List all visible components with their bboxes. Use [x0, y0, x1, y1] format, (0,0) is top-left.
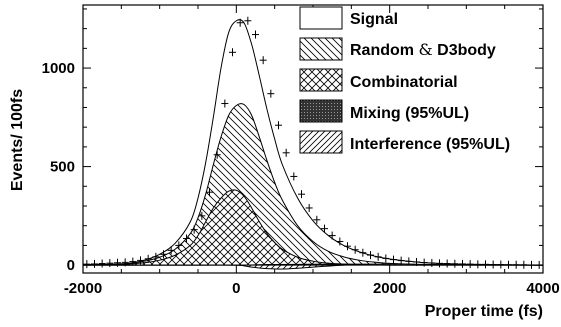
plot-data-points [83, 16, 543, 269]
data-point [129, 257, 137, 266]
data-point [420, 258, 428, 267]
legend: Signal Random & D3body Combinatorial Mix… [299, 6, 510, 154]
data-point [91, 259, 98, 268]
x-axis-ticks: -2000 0 2000 4000 [64, 5, 560, 297]
area-combinatorial [83, 189, 543, 266]
y-tick-label: 1000 [42, 60, 75, 77]
x-tick-label: 0 [232, 280, 240, 297]
data-point [114, 258, 121, 267]
data-point [98, 259, 106, 268]
data-point [474, 260, 482, 269]
y-tick-label: 0 [67, 257, 75, 274]
curve-signal [83, 19, 543, 266]
data-point [206, 188, 213, 197]
data-point [252, 30, 259, 39]
data-point [244, 16, 252, 25]
data-point [144, 254, 152, 263]
data-point [390, 255, 397, 264]
data-point [459, 259, 466, 268]
data-point [198, 211, 206, 220]
legend-label-signal: Signal [350, 11, 398, 28]
data-point [290, 172, 298, 181]
data-point [336, 237, 344, 246]
data-point [221, 99, 229, 108]
data-point [183, 234, 190, 243]
legend-label-combinatorial: Combinatorial [350, 74, 458, 91]
legend-label-d3body: D3body [437, 42, 496, 59]
data-point [106, 259, 114, 268]
data-point [489, 260, 497, 269]
y-axis-ticks: 0 500 1000 [42, 8, 543, 274]
data-point [321, 224, 328, 233]
legend-label-mixing: Mixing (95%UL) [350, 105, 469, 122]
legend-label-interference: Interference (95%UL) [350, 136, 510, 153]
data-point [121, 258, 129, 267]
data-point [520, 260, 528, 269]
legend-swatch-signal [299, 6, 343, 30]
data-point [505, 260, 512, 269]
data-point [328, 231, 336, 240]
data-point [413, 257, 420, 266]
data-point [267, 89, 275, 98]
curve-random-d3body [83, 103, 543, 266]
area-signal [83, 19, 543, 266]
data-point [344, 242, 351, 251]
x-tick-label: 2000 [373, 280, 406, 297]
legend-label-random-d3body: Random & D3body [350, 40, 496, 59]
data-point [152, 252, 160, 261]
x-tick-label: 4000 [526, 280, 559, 297]
x-axis-title: Proper time (fs) [425, 303, 543, 320]
y-tick-label: 500 [50, 159, 75, 176]
data-point [83, 260, 91, 269]
data-point [305, 203, 313, 212]
data-point [167, 246, 175, 255]
data-point [236, 18, 244, 27]
data-point [298, 190, 305, 199]
data-point [359, 248, 367, 257]
data-point [497, 260, 505, 269]
x-tick-label: -2000 [64, 280, 102, 297]
data-point [160, 250, 167, 259]
data-point [451, 259, 459, 268]
data-point [428, 258, 436, 267]
y-axis-title: Events/ 100fs [9, 89, 26, 191]
data-point [436, 259, 443, 268]
data-point [351, 245, 359, 254]
data-point [405, 257, 413, 266]
data-point [213, 150, 221, 159]
data-point [190, 225, 198, 234]
legend-label-amp: & [418, 40, 432, 59]
data-point [313, 215, 321, 224]
data-point [382, 254, 390, 263]
data-point [482, 260, 489, 269]
area-random-d3body [83, 103, 543, 266]
legend-swatch-random-d3body [299, 37, 343, 61]
plot-areas [83, 19, 543, 270]
data-point [466, 260, 474, 269]
legend-label-random: Random [350, 42, 414, 59]
data-point [512, 260, 520, 269]
data-point [282, 148, 290, 157]
legend-swatch-interference [299, 130, 343, 154]
data-point [229, 48, 236, 57]
legend-swatch-mixing [299, 99, 343, 123]
data-point [443, 259, 451, 268]
data-point [137, 256, 144, 265]
legend-swatch-combinatorial [299, 68, 343, 92]
data-point [397, 256, 405, 265]
data-point [374, 252, 382, 261]
data-point [175, 241, 183, 250]
data-point [528, 260, 535, 269]
data-point [275, 121, 282, 130]
data-point [259, 56, 267, 65]
data-point [367, 251, 374, 260]
